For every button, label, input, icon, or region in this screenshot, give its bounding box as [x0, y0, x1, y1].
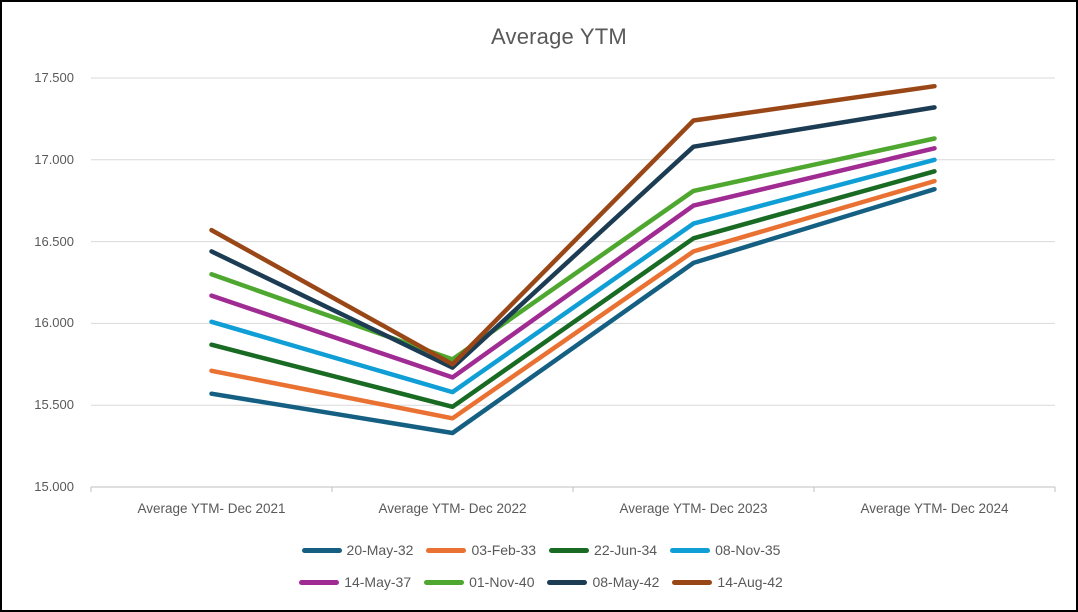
legend-item: 03-Feb-33	[426, 540, 536, 560]
series-line-08-Nov-35	[209, 157, 937, 395]
legend-item: 08-May-42	[547, 572, 659, 592]
legend-label: 14-Aug-42	[717, 574, 783, 590]
legend-label: 14-May-37	[344, 574, 412, 590]
legend-item: 14-Aug-42	[672, 572, 783, 592]
chart-title: Average YTM	[491, 24, 627, 49]
y-axis-tick-label: 17.000	[34, 152, 74, 167]
legend-label: 08-Nov-35	[715, 542, 781, 558]
legend-label: 20-May-32	[346, 542, 414, 558]
legend-item: 20-May-32	[301, 540, 414, 560]
legend-swatch	[426, 547, 467, 553]
series-line-01-Nov-40	[209, 136, 937, 362]
legend-label: 22-Jun-34	[594, 542, 658, 558]
legend-swatch	[301, 547, 342, 553]
legend: 20-May-32 03-Feb-33 22-Jun-34 08-Nov-35	[2, 540, 1076, 560]
series-line-14-Aug-42	[209, 83, 937, 367]
legend: 14-May-37 01-Nov-40 08-May-42 14-Aug-42	[2, 572, 1076, 592]
y-axis-tick-label: 15.500	[34, 397, 74, 412]
y-axis-tick-label: 17.500	[34, 70, 74, 85]
x-axis-category-label: Average YTM- Dec 2022	[378, 501, 527, 516]
series-line-20-May-32	[209, 186, 937, 436]
series-line-08-May-42	[209, 105, 937, 370]
legend-item: 01-Nov-40	[424, 572, 534, 592]
x-axis-category-label: Average YTM- Dec 2024	[860, 501, 1009, 516]
legend-item: 14-May-37	[299, 572, 411, 592]
legend-swatch	[670, 547, 711, 553]
y-axis-tick-label: 16.000	[34, 315, 74, 330]
legend-swatch	[299, 579, 340, 585]
series-line-14-May-37	[209, 146, 937, 380]
x-axis-category-label: Average YTM- Dec 2023	[619, 501, 768, 516]
legend-item: 22-Jun-34	[549, 540, 657, 560]
series-line-22-Jun-34	[209, 169, 937, 410]
legend-label: 08-May-42	[592, 574, 660, 590]
legend-label: 03-Feb-33	[471, 542, 537, 558]
y-axis-tick-label: 16.500	[34, 234, 74, 249]
legend-label: 01-Nov-40	[469, 574, 535, 590]
legend-swatch	[547, 579, 588, 585]
y-axis-tick-label: 15.000	[34, 479, 74, 494]
legend-item: 08-Nov-35	[670, 540, 780, 560]
legend-swatch	[549, 547, 590, 553]
legend-swatch	[424, 579, 465, 585]
legend-swatch	[672, 579, 713, 585]
x-axis-category-label: Average YTM- Dec 2021	[137, 501, 286, 516]
series-line-03-Feb-33	[209, 178, 937, 421]
